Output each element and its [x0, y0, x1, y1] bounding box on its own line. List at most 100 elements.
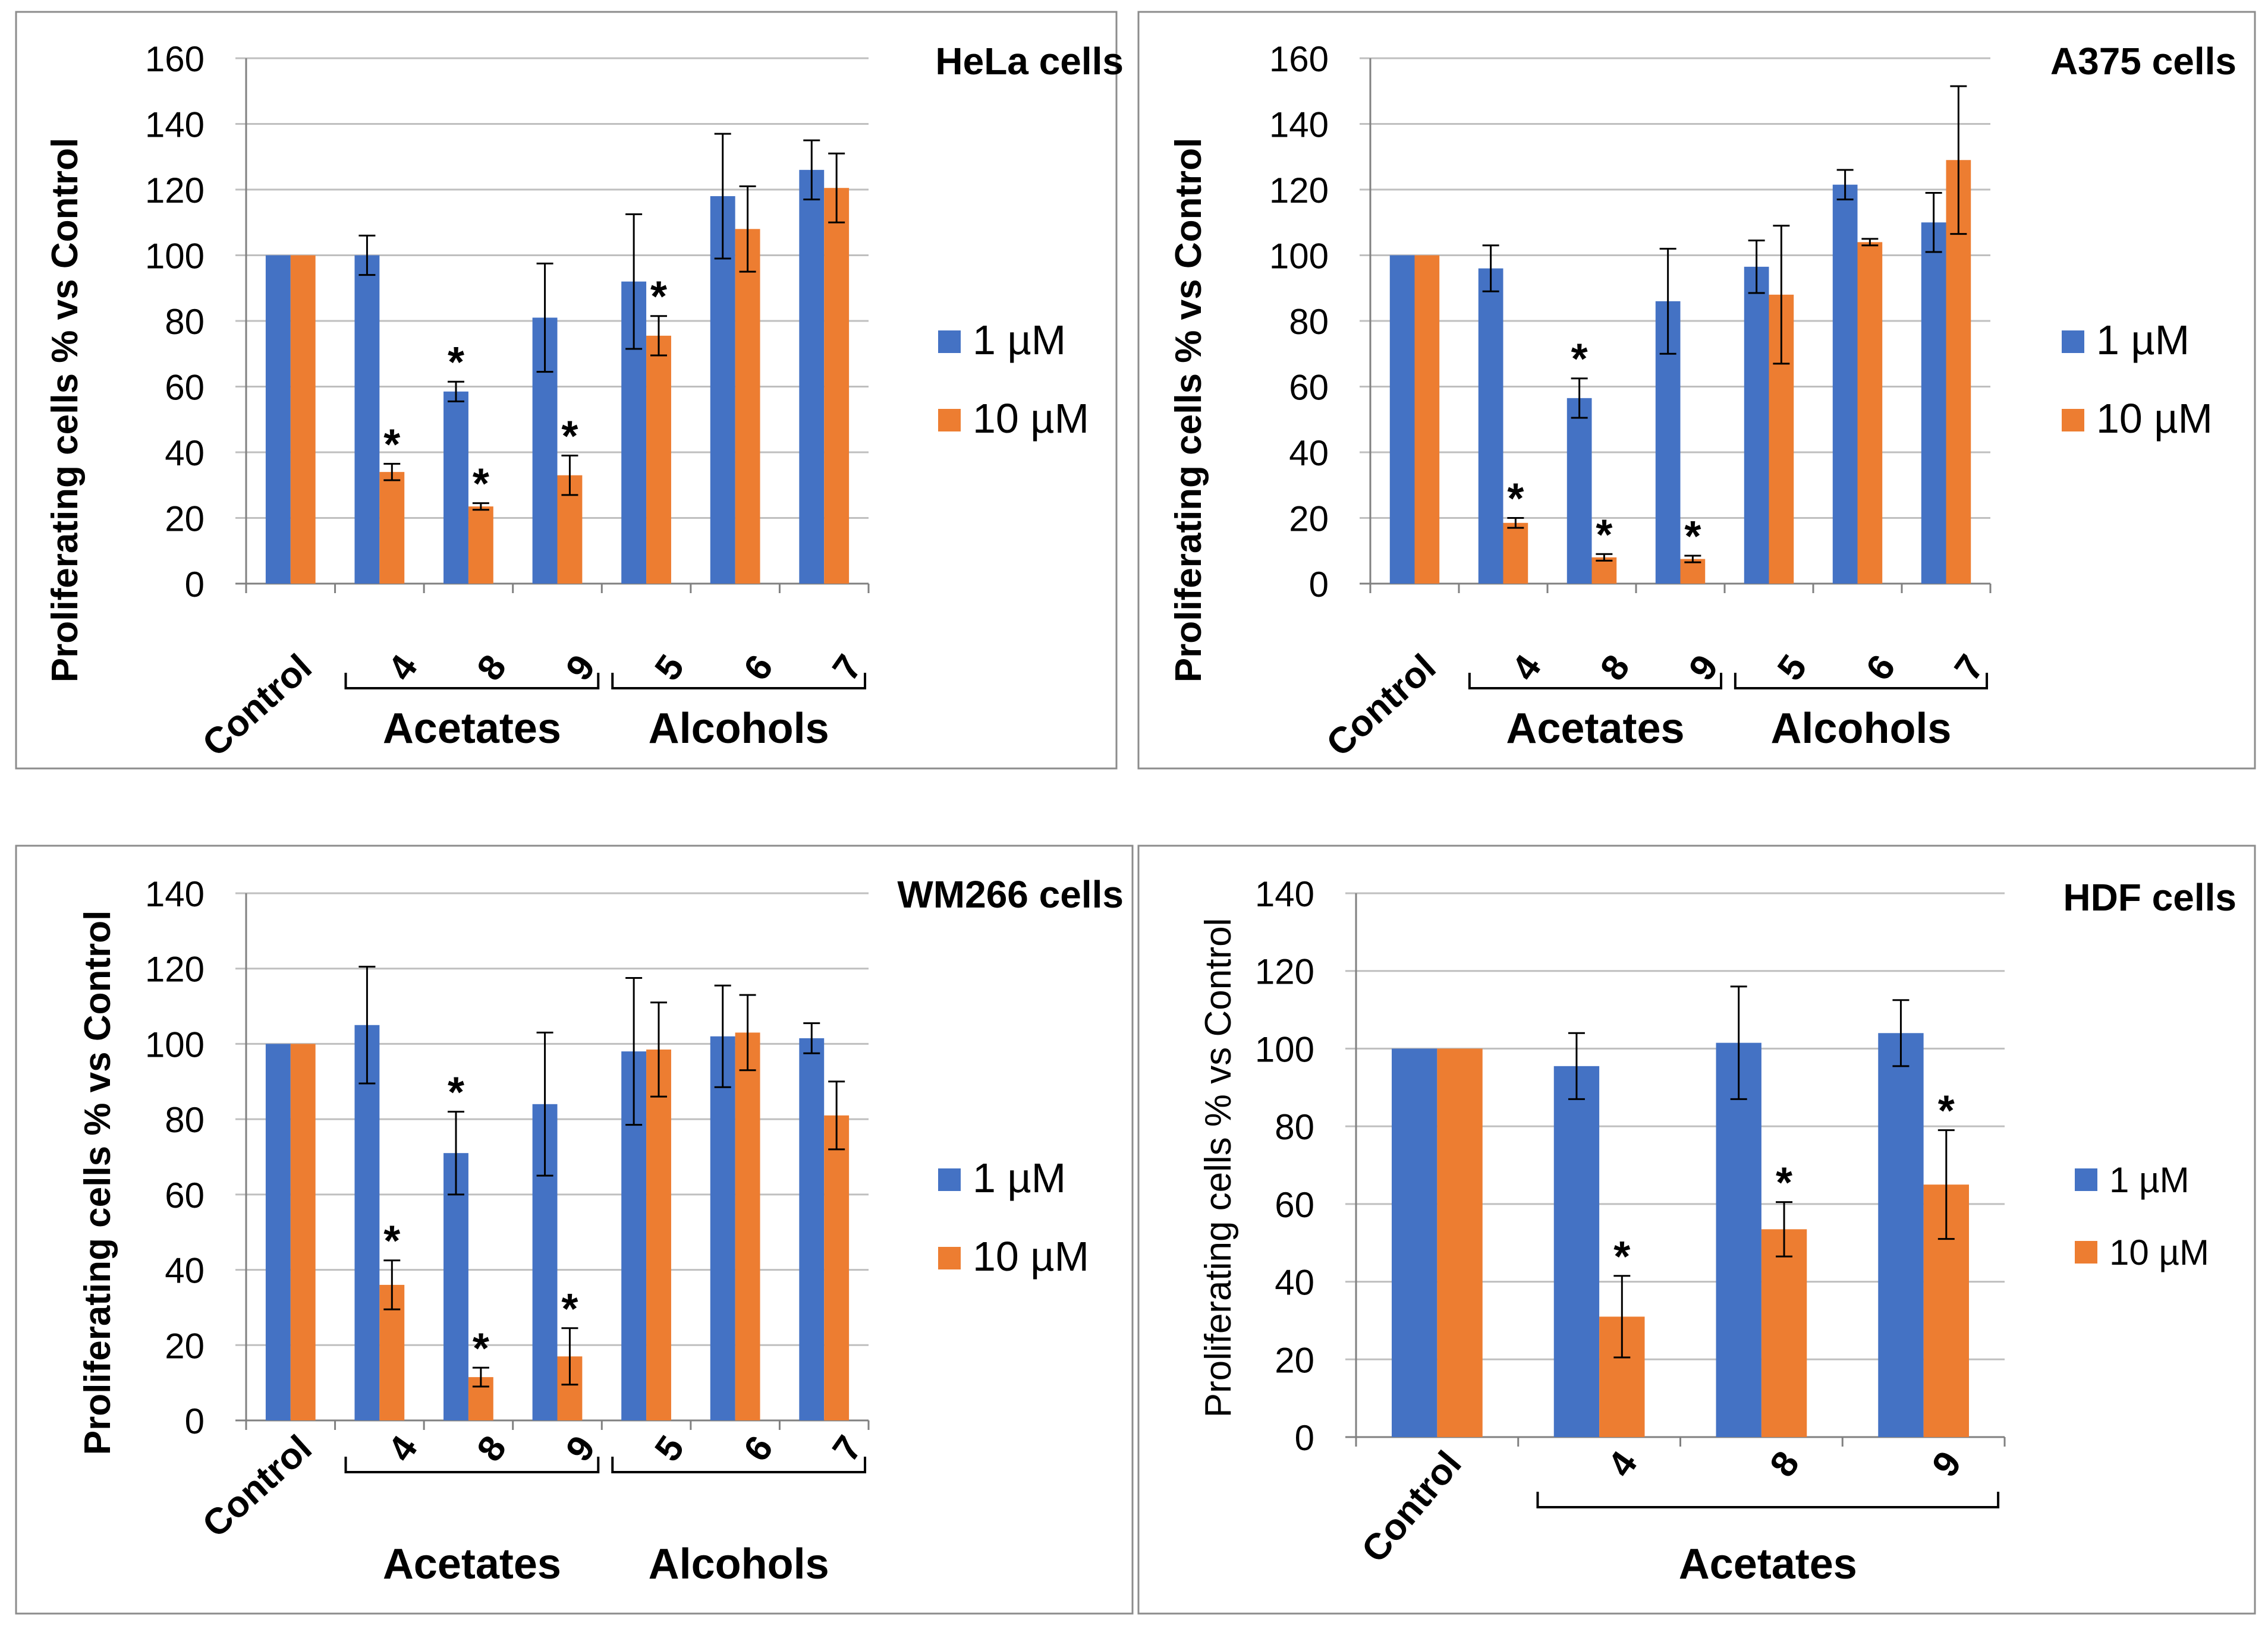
- legend-label-10uM: 10 µM: [973, 395, 1089, 442]
- bar-1uM-4: [354, 255, 380, 584]
- significance-star: *: [561, 1286, 578, 1333]
- y-axis-title: Proliferating cells % vs Control: [77, 910, 118, 1455]
- y-tick-label: 140: [145, 105, 205, 145]
- error-bar: [536, 262, 553, 373]
- legend-swatch-1uM: [2075, 1168, 2097, 1191]
- y-tick-label: 60: [1289, 368, 1329, 408]
- chart-title: WM266 cells: [897, 873, 1124, 916]
- error-bar: [1613, 1275, 1631, 1359]
- significance-star: *: [650, 273, 667, 321]
- error-bar: [383, 1259, 401, 1310]
- significance-star: *: [448, 1069, 464, 1116]
- legend-label-1uM: 1 µM: [2109, 1160, 2190, 1200]
- bar-10uM-Control: [290, 255, 316, 584]
- x-tick-label: 8: [469, 1429, 514, 1469]
- panel-frame: [1137, 845, 2256, 1615]
- bar-1uM-8: [443, 391, 468, 584]
- error-bar: [714, 984, 731, 1088]
- legend-label-10uM: 10 µM: [2109, 1233, 2209, 1272]
- bar-10uM-6: [735, 1032, 760, 1420]
- significance-star: *: [1571, 336, 1588, 383]
- error-bar: [828, 1080, 845, 1151]
- bar-1uM-6: [1832, 184, 1858, 584]
- error-bar: [1773, 225, 1790, 365]
- bar-1uM-8: [1566, 398, 1592, 584]
- bar-1uM-Control: [1389, 255, 1415, 584]
- error-bar: [803, 139, 820, 201]
- x-tick-label: 7: [825, 648, 870, 688]
- error-bar: [803, 1022, 820, 1054]
- bar-10uM-8: [1591, 557, 1617, 584]
- error-bar: [1482, 244, 1499, 292]
- bar-1uM-7: [799, 169, 825, 584]
- error-bar: [358, 966, 376, 1085]
- error-bar: [536, 1031, 553, 1177]
- y-tick-label: 120: [1269, 171, 1329, 210]
- error-bar: [739, 185, 756, 273]
- error-bar: [383, 462, 401, 481]
- y-tick-label: 60: [165, 1176, 205, 1215]
- bar-1uM-Control: [1392, 1048, 1437, 1437]
- y-tick-label: 160: [145, 39, 205, 79]
- legend-label-10uM: 10 µM: [2096, 395, 2213, 442]
- chart-title: A375 cells: [2050, 40, 2236, 83]
- legend-swatch-10uM: [938, 409, 961, 431]
- error-bar: [561, 455, 578, 496]
- x-tick-label: 5: [647, 648, 692, 688]
- bar-10uM-8: [468, 506, 493, 584]
- bar-1uM-4: [354, 1025, 380, 1420]
- error-bar: [1861, 238, 1879, 247]
- y-tick-label: 140: [145, 874, 205, 914]
- bar-10uM-6: [735, 229, 760, 584]
- y-tick-label: 20: [165, 499, 205, 539]
- bar-10uM-Control: [1437, 1048, 1483, 1437]
- y-tick-label: 20: [1275, 1340, 1314, 1380]
- error-bar: [1568, 1032, 1585, 1100]
- x-tick-label: 8: [1762, 1444, 1807, 1485]
- bar-10uM-5: [646, 1049, 671, 1420]
- error-bar: [472, 1366, 489, 1388]
- chart-title: HDF cells: [2063, 876, 2236, 919]
- bar-10uM-Control: [290, 1044, 316, 1420]
- group-bracket: [1536, 1492, 2000, 1508]
- y-tick-label: 0: [185, 1401, 205, 1441]
- bar-1uM-5: [1744, 266, 1769, 584]
- significance-star: *: [1507, 475, 1524, 523]
- error-bar: [625, 977, 643, 1126]
- error-bar: [1659, 247, 1676, 355]
- significance-star: *: [1938, 1088, 1955, 1135]
- group-bracket: [344, 1457, 600, 1473]
- y-tick-label: 80: [165, 302, 205, 342]
- error-bar: [1571, 377, 1588, 419]
- significance-star: *: [1776, 1160, 1792, 1207]
- bar-10uM-5: [646, 335, 671, 584]
- y-tick-label: 20: [165, 1326, 205, 1366]
- bar-1uM-Control: [265, 1044, 291, 1420]
- panel-frame: [15, 845, 1134, 1615]
- legend-swatch-1uM: [938, 330, 961, 353]
- y-tick-label: 100: [145, 237, 205, 276]
- chart-panel-1: A375 cells 0 20 40 60 80 100 120 140 160 Prolifera…: [1137, 11, 2256, 770]
- x-tick-label: 9: [558, 648, 603, 688]
- y-tick-label: 120: [1255, 952, 1314, 992]
- error-bar: [1776, 1201, 1793, 1258]
- bar-10uM-4: [379, 472, 405, 584]
- y-tick-label: 80: [165, 1100, 205, 1140]
- group-label: Alcohols: [649, 1540, 829, 1588]
- x-tick-label: 9: [1924, 1444, 1970, 1485]
- x-tick-label: Control: [1354, 1444, 1470, 1570]
- bar-1uM-6: [710, 1036, 735, 1420]
- error-bar: [1892, 999, 1910, 1067]
- y-axis-title: Proliferating cells % vs Control: [45, 138, 86, 682]
- legend-label-1uM: 1 µM: [973, 1155, 1066, 1201]
- error-bar: [1950, 85, 1967, 235]
- legend-swatch-1uM: [938, 1168, 961, 1191]
- bar-1uM-8: [1716, 1042, 1761, 1437]
- significance-star: *: [561, 413, 578, 461]
- group-label: Alcohols: [649, 705, 829, 752]
- significance-star: *: [383, 1218, 400, 1265]
- bar-1uM-6: [710, 196, 735, 584]
- y-tick-label: 60: [1275, 1185, 1314, 1225]
- y-tick-label: 60: [165, 368, 205, 408]
